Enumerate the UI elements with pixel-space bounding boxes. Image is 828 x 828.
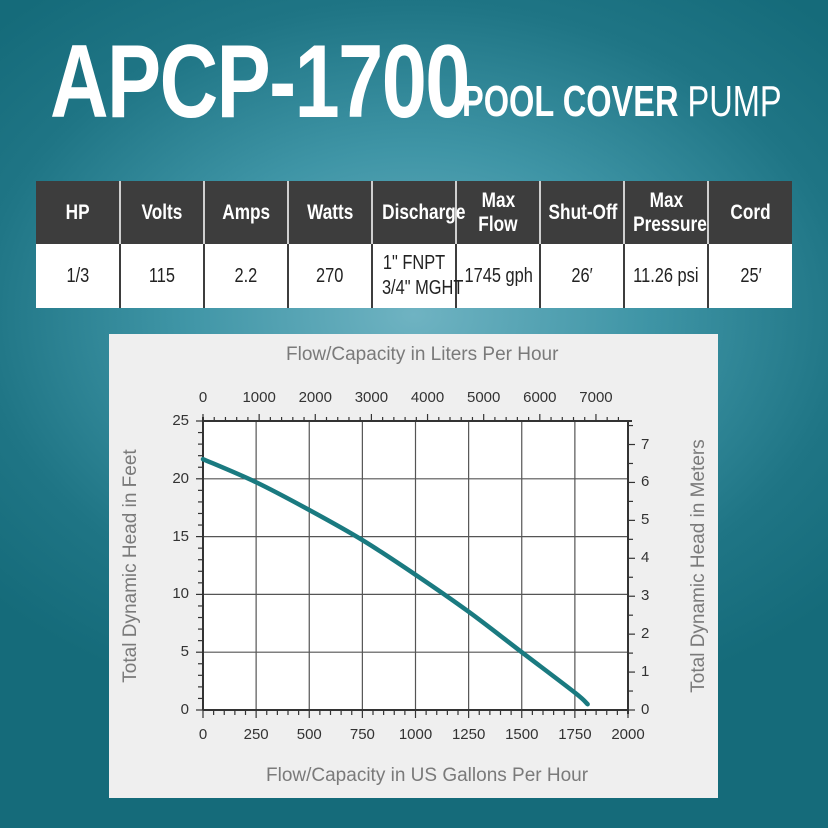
spec-value: 1" FNPT (382, 252, 446, 274)
y-tick-label: 20 (172, 469, 189, 487)
spec-header-cell: Shut-Off (539, 181, 624, 244)
spec-value: 25′ (739, 264, 762, 287)
x2-tick-label: 0 (198, 389, 208, 406)
y-tick-label: 5 (180, 643, 189, 661)
title: APCP-1700 (50, 24, 587, 140)
spec-header-label: Shut-Off (548, 200, 618, 224)
y2-tick-label: 3 (641, 587, 650, 605)
y-tick-label: 15 (172, 527, 189, 545)
spec-header-cell: Max Flow (455, 181, 540, 244)
spec-value-cell: 1/3 (36, 244, 120, 308)
model-number: APCP-1700 (50, 24, 470, 140)
x-tick-label: 2000 (611, 726, 645, 743)
x2-tick-label: 5000 (466, 389, 501, 406)
x-tick-label: 1750 (558, 726, 592, 743)
spec-header-cell: Amps (203, 181, 288, 244)
y2-tick-label: 0 (641, 701, 650, 718)
spec-value-cell: 25′ (707, 244, 792, 308)
x2-axis-title: Flow/Capacity in Liters Per Hour (286, 344, 559, 365)
x-axis-title: Flow/Capacity in US Gallons Per Hour (266, 765, 589, 786)
spec-header-cell: Discharge (371, 181, 465, 244)
y-tick-label: 0 (180, 701, 189, 718)
spec-header-label: Max (649, 188, 683, 212)
y-tick-label: 25 (172, 412, 189, 429)
x2-tick-label: 3000 (354, 389, 389, 406)
x-tick-label: 500 (296, 726, 322, 743)
spec-header-cell: Max Pressure (623, 181, 708, 244)
pump-curve-line (200, 456, 590, 707)
x-tick-label: 1000 (398, 726, 433, 743)
spec-value: 1745 gph (464, 264, 533, 287)
y-tick-label: 10 (172, 585, 189, 603)
pump-curve-plot (196, 414, 635, 718)
x-tick-label: 0 (198, 726, 208, 743)
x2-tick-label: 4000 (410, 389, 445, 406)
spec-header-label: Pressure (633, 212, 707, 236)
subtitle-bold: POOL COVER (462, 77, 679, 126)
spec-value-cell: 26′ (539, 244, 624, 308)
spec-header-cell: Cord (707, 181, 792, 244)
x2-tick-label: 7000 (579, 389, 613, 406)
spec-value-row: 1/3 115 2.2 270 1" FNPT 3/4" MGHT 1745 gph 26′ 1… (36, 244, 792, 308)
subtitle-light: PUMP (687, 77, 782, 126)
product-subtitle: POOL COVER PUMP (462, 80, 782, 124)
x-tick-label: 1500 (505, 726, 539, 743)
spec-value-cell: 115 (119, 244, 204, 308)
spec-value: 115 (148, 264, 176, 287)
spec-header-label: Volts (141, 200, 183, 224)
y2-tick-label: 2 (641, 625, 650, 643)
spec-value: 26′ (571, 264, 593, 287)
spec-header-label: Flow (478, 212, 518, 236)
spec-header-label: Cord (730, 200, 771, 224)
chart-panel: Flow/Capacity in Liters Per Hour Flow/Ca… (109, 334, 718, 798)
y2-tick-label: 7 (641, 435, 650, 453)
x2-tick-label: 2000 (298, 389, 332, 406)
spec-value: 1/3 (66, 264, 89, 287)
spec-value-cell: 1745 gph (455, 244, 540, 308)
spec-header-cell: Volts (119, 181, 204, 244)
x-tick-label: 250 (243, 726, 269, 743)
x-tick-label: 750 (349, 726, 375, 743)
spec-header-label: Max (481, 188, 515, 212)
x2-tick-label: 6000 (523, 389, 557, 406)
x-tick-label: 1250 (451, 726, 486, 743)
spec-value-cell: 270 (287, 244, 372, 308)
spec-value: 2.2 (234, 264, 258, 287)
spec-table: HP Volts Amps Watts Discharge Max Flow Shut-Off… (36, 181, 792, 308)
spec-header-label: Amps (222, 200, 270, 224)
spec-header-cell: Watts (287, 181, 372, 244)
spec-header-row: HP Volts Amps Watts Discharge Max Flow Shut-Off… (36, 181, 792, 244)
x2-tick-label: 1000 (242, 389, 276, 406)
spec-value: 3/4" MGHT (381, 277, 464, 299)
y2-tick-label: 4 (641, 549, 650, 567)
y2-tick-label: 5 (641, 511, 650, 529)
y2-tick-label: 1 (641, 663, 650, 681)
y2-tick-label: 6 (641, 473, 650, 491)
spec-header-label: Watts (306, 200, 354, 224)
spec-header-cell: HP (36, 181, 120, 244)
spec-header-label: Discharge (382, 200, 466, 224)
spec-value-cell: 2.2 (203, 244, 288, 308)
spec-value-cell: 1" FNPT 3/4" MGHT (371, 244, 463, 308)
spec-value: 11.26 psi (633, 264, 699, 287)
spec-value-cell: 11.26 psi (623, 244, 708, 308)
spec-value: 270 (316, 264, 344, 287)
spec-header-label: HP (65, 200, 90, 224)
